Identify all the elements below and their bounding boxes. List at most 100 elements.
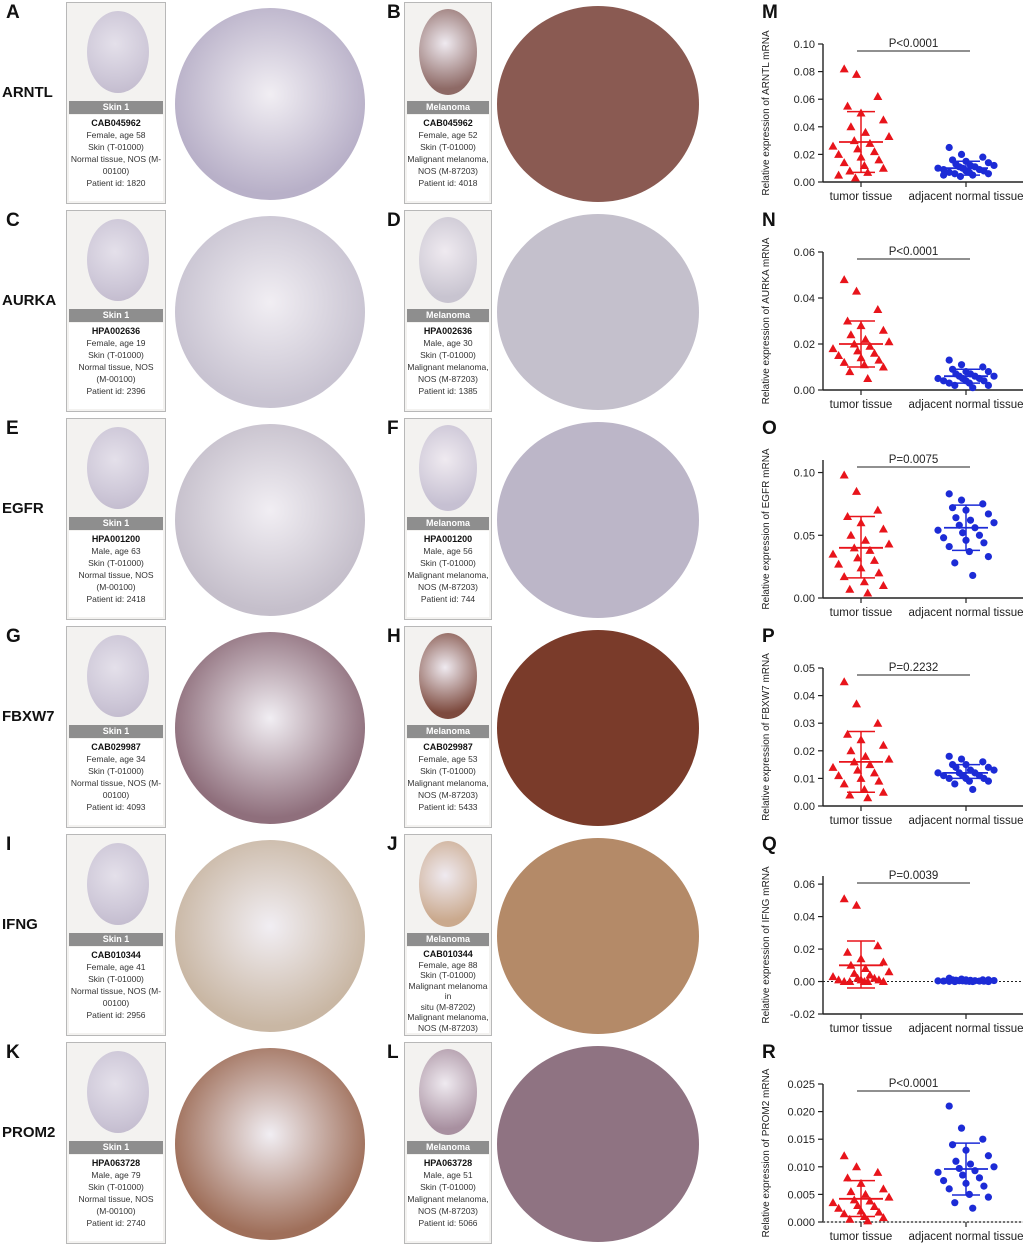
data-point	[859, 360, 869, 369]
panel-letter: H	[387, 626, 401, 647]
data-point	[945, 542, 953, 551]
tissue-header: Melanoma	[407, 309, 489, 322]
p-value-label: P=0.0075	[889, 454, 939, 466]
data-point	[873, 1167, 883, 1176]
data-point	[951, 780, 959, 788]
tissue-info-line: Female, age 19	[86, 338, 146, 348]
data-point	[969, 384, 977, 392]
tissue-info-line: NOS (M-87203)	[418, 582, 478, 592]
data-point	[934, 769, 942, 777]
tumor-tissue-panel: Melanoma CAB010344 Female, age 88 Skin (T-0…	[404, 834, 492, 1036]
data-point	[843, 729, 853, 738]
tissue-info: CAB045962 Female, age 52 Skin (T-01000) Mal…	[407, 115, 489, 201]
data-point	[878, 787, 888, 796]
tumor-tissue-panel: Melanoma HPA001200 Male, age 56 Skin (T-010…	[404, 418, 492, 620]
data-point	[984, 368, 992, 376]
y-tick-label: 0.03	[794, 718, 815, 730]
tumor-tissue-panel: Melanoma CAB045962 Female, age 52 Skin (T-0…	[404, 2, 492, 204]
tissue-info-line: Female, age 58	[86, 130, 146, 140]
data-point	[834, 559, 844, 568]
tissue-info: HPA002636 Female, age 19 Skin (T-01000) Nor…	[69, 323, 163, 409]
data-point	[852, 486, 862, 495]
data-point	[884, 131, 894, 140]
data-point	[940, 377, 948, 385]
data-point	[874, 355, 884, 364]
data-point	[846, 746, 856, 755]
data-point	[839, 894, 849, 903]
data-point	[975, 1174, 984, 1182]
data-point	[979, 500, 987, 508]
data-point	[969, 1204, 977, 1212]
tissue-header: Skin 1	[69, 725, 163, 738]
tissue-info-line: Patient id: 4018	[418, 178, 478, 188]
x-tick-label: tumor tissue	[830, 1231, 893, 1243]
data-point	[979, 758, 987, 766]
panel-letter: M	[762, 2, 778, 23]
x-tick-label: adjacent normal tissue	[908, 399, 1023, 411]
y-axis-label: Relative expression of PROM2 mRNA	[761, 1068, 772, 1237]
tumor-tissue-image	[497, 214, 699, 410]
tissue-info-line: Patient id: 2396	[86, 386, 146, 396]
chart-panel: Relative expression of FBXW7 mRNA 0.00 0.0…	[751, 624, 1031, 829]
data-point	[874, 155, 884, 164]
data-point	[984, 510, 992, 518]
tissue-info-line: Male, age 51	[423, 1170, 473, 1180]
data-point	[945, 752, 953, 760]
panel-letter: B	[387, 2, 401, 23]
tissue-info-line: Malignant melanoma,	[407, 154, 489, 164]
tissue-info-line: (M-00100)	[96, 374, 136, 384]
data-point	[853, 1200, 863, 1209]
data-point	[945, 168, 953, 176]
data-point	[845, 977, 855, 986]
y-axis-label: Relative expression of AURKA mRNA	[761, 237, 772, 404]
gene-label: FBXW7	[2, 708, 55, 725]
p-value-label: P=0.2232	[889, 662, 939, 674]
data-point	[852, 286, 862, 295]
normal-tissue-thumbnail	[87, 1051, 149, 1133]
panel-letter: P	[762, 626, 775, 647]
data-point	[945, 490, 953, 498]
y-tick-label: 0.06	[794, 94, 815, 106]
tissue-info-line: Skin (T-01000)	[420, 766, 476, 776]
data-point	[845, 367, 855, 376]
panel-letter: E	[6, 418, 19, 439]
antibody-id: HPA002636	[423, 326, 473, 336]
data-point	[849, 136, 859, 145]
data-point	[869, 1202, 879, 1211]
chart-panel: Relative expression of AURKA mRNA 0.00 0.0…	[751, 208, 1031, 413]
data-point	[984, 381, 992, 389]
antibody-id: HPA001200	[91, 534, 141, 544]
tissue-info-line: Patient id: 1820	[86, 178, 146, 188]
tissue-info-line: Skin (T-01000)	[420, 558, 476, 568]
y-tick-label: 0.02	[794, 149, 815, 161]
data-point	[845, 166, 855, 175]
tissue-header: Melanoma	[407, 101, 489, 114]
data-point	[878, 1213, 888, 1222]
figure-row: C D N AURKA Skin 1 HPA002636 Female, age 19 Ski…	[0, 208, 1031, 416]
data-point	[839, 1151, 849, 1160]
scatter-chart: Relative expression of FBXW7 mRNA 0.00 0.0…	[761, 653, 1024, 827]
tissue-info-line: Male, age 56	[423, 546, 473, 556]
tissue-info-line: Male, age 79	[91, 1170, 141, 1180]
data-point	[990, 766, 998, 774]
data-point	[959, 1171, 967, 1179]
tissue-info: CAB029987 Female, age 34 Skin (T-01000) Nor…	[69, 739, 163, 825]
data-point	[828, 344, 838, 353]
data-point	[863, 374, 873, 382]
p-value-label: P<0.0001	[889, 38, 939, 50]
y-tick-label: 0.00	[794, 385, 815, 397]
tissue-info-line: Normal tissue, NOS	[78, 362, 154, 372]
data-point	[940, 977, 948, 985]
data-point	[852, 699, 862, 708]
y-tick-label: 0.020	[787, 1107, 815, 1119]
scatter-chart: Relative expression of ARNTL mRNA 0.00 0.0…	[761, 30, 1024, 203]
tissue-info-line: (M-00100)	[96, 582, 136, 592]
tissue-info-line: Malignant melanoma,	[407, 1194, 489, 1204]
panel-letter: F	[387, 418, 399, 439]
tumor-tissue-panel: Melanoma CAB029987 Female, age 53 Skin (T-0…	[404, 626, 492, 828]
tissue-info-line: Skin (T-01000)	[88, 974, 144, 984]
data-point	[934, 164, 942, 172]
panel-letter: D	[387, 210, 401, 231]
data-point	[846, 1187, 856, 1196]
data-point	[860, 751, 870, 760]
